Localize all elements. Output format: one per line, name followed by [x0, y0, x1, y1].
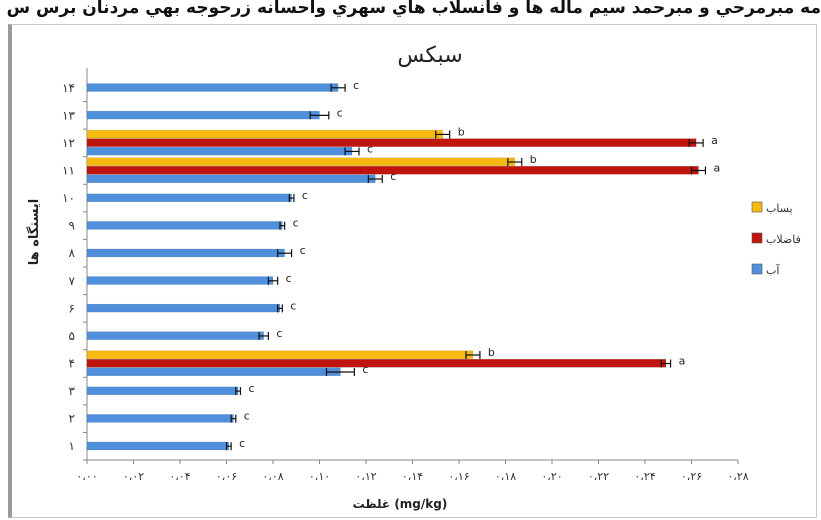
y-axis-label: ایستگاه ها — [26, 199, 42, 265]
data-label: a — [679, 355, 686, 368]
legend-label: پساب — [766, 202, 793, 215]
legend-swatch — [751, 263, 763, 275]
x-tick-label: ۰،۱۲ — [355, 470, 376, 483]
y-tick-label: ۹ — [69, 219, 75, 233]
data-label: b — [530, 153, 537, 166]
y-tick-label: ۶ — [69, 301, 75, 315]
y-tick-label: ۱۲ — [62, 136, 75, 150]
data-label: b — [488, 346, 495, 359]
y-tick-label: ۱۴ — [62, 81, 75, 95]
x-tick-label: ۰،۲۶ — [681, 470, 702, 483]
data-label: a — [711, 134, 718, 147]
x-axis-label: غلظت (mg/kg) — [353, 497, 448, 511]
legend-label: فاضلاب — [766, 233, 801, 246]
x-tick-label: ۰،۲۰ — [541, 470, 562, 483]
x-tick-label: ۰،۲۸ — [727, 470, 748, 483]
data-label: c — [244, 410, 250, 423]
bar — [86, 248, 285, 258]
legend-label: آب — [766, 263, 780, 277]
legend-group: پساب فاضلاب آب — [751, 201, 801, 277]
bar — [86, 441, 230, 451]
bar — [86, 110, 320, 120]
y-tick-label: ۱۰ — [62, 191, 75, 205]
y-tick-label: ۷ — [69, 274, 76, 288]
y-tick-label: ۸ — [69, 246, 76, 260]
data-label: c — [300, 244, 306, 257]
bar — [86, 157, 516, 166]
data-label: b — [458, 125, 465, 138]
legend-swatch — [751, 232, 763, 244]
x-tick-label: ۰،۰۶ — [216, 470, 237, 483]
bar — [86, 359, 667, 368]
x-tick-label: ۰،۰۲ — [123, 470, 144, 483]
data-label: c — [367, 142, 373, 155]
x-tick-label: ۰،۱۸ — [495, 470, 516, 483]
y-tick-label: ۲ — [69, 412, 75, 426]
bar — [86, 350, 474, 359]
y-tick-label: ۱۱ — [62, 164, 75, 178]
x-tick-label: ۰،۱۰ — [309, 470, 330, 483]
bar — [86, 138, 697, 147]
data-label: c — [290, 299, 296, 312]
bar — [86, 367, 341, 376]
data-label: c — [337, 106, 343, 119]
bar — [86, 83, 339, 92]
x-tick-label: ۰،۲۲ — [588, 470, 609, 483]
data-label: c — [353, 79, 359, 92]
y-tick-label: ۱ — [69, 439, 75, 453]
data-label: c — [286, 272, 292, 285]
bar — [86, 414, 234, 423]
bars-group: c c c b a c c c c c c c b a c b a c c c — [86, 79, 720, 451]
bar — [86, 174, 376, 183]
data-label: c — [276, 327, 282, 340]
data-label: c — [390, 170, 396, 183]
top-caption-strip: مه مبرمرحي و مبرحمد سيم ماله ها و فانسلا… — [0, 0, 821, 18]
legend-swatch — [751, 201, 763, 213]
bar — [86, 303, 281, 313]
y-tick-label: ۳ — [69, 384, 76, 398]
y-tick-label: ۱۳ — [62, 108, 75, 122]
bar — [86, 386, 239, 396]
data-label: a — [713, 162, 720, 175]
x-tick-label: ۰،۰۴ — [169, 470, 190, 483]
bar — [86, 331, 264, 340]
y-tick-label: ۵ — [69, 329, 75, 343]
axes-group — [86, 68, 738, 461]
bar — [86, 193, 292, 203]
data-label: c — [302, 189, 308, 202]
x-tick-label: ۰،۱۴ — [402, 470, 423, 483]
bar — [86, 129, 443, 139]
bar — [86, 146, 353, 156]
bar — [86, 221, 283, 230]
chart-box — [8, 24, 817, 518]
bar — [86, 276, 274, 285]
data-label: c — [293, 217, 299, 230]
data-label: c — [362, 363, 368, 376]
data-label: c — [248, 382, 254, 395]
chart-title: سبکس — [397, 43, 462, 68]
data-label: c — [239, 437, 245, 450]
x-tick-label: ۰،۰۰ — [76, 470, 97, 483]
x-tick-label: ۰،۱۶ — [448, 470, 469, 483]
x-tick-label: ۰،۰۸ — [262, 470, 283, 483]
x-tick-label: ۰،۲۴ — [634, 470, 655, 483]
y-tick-label: ۴ — [69, 357, 75, 371]
